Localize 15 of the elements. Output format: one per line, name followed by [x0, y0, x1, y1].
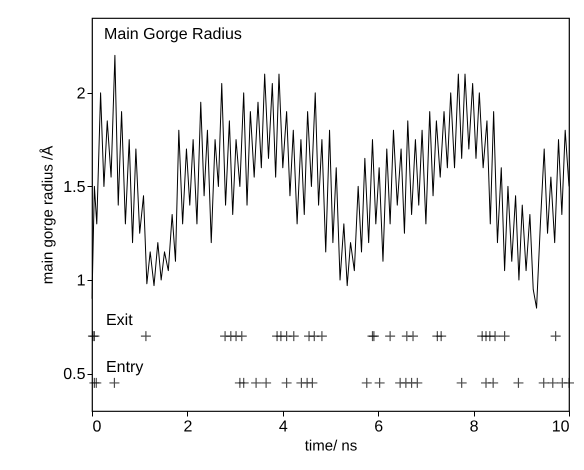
y-axis-title: main gorge radius /Å [38, 146, 56, 284]
series-label: Exit [106, 312, 134, 330]
x-tick-label: 8 [470, 418, 479, 436]
y-tick-label: 1 [76, 272, 86, 290]
x-tick-label: 4 [278, 418, 288, 436]
y-tick-label: 2 [76, 85, 86, 102]
y-tick-label: 0.5 [63, 366, 86, 384]
series-label: Entry [106, 358, 144, 376]
x-axis-title: time/ ns [304, 438, 358, 454]
y-tick-label: 1.5 [63, 178, 86, 196]
x-tick-label: 0 [92, 418, 102, 436]
x-tick-label: 6 [374, 418, 384, 436]
x-tick-label: 10 [552, 418, 570, 436]
text: Main Gorge Radius [104, 26, 242, 43]
x-tick-label: 2 [183, 418, 192, 436]
